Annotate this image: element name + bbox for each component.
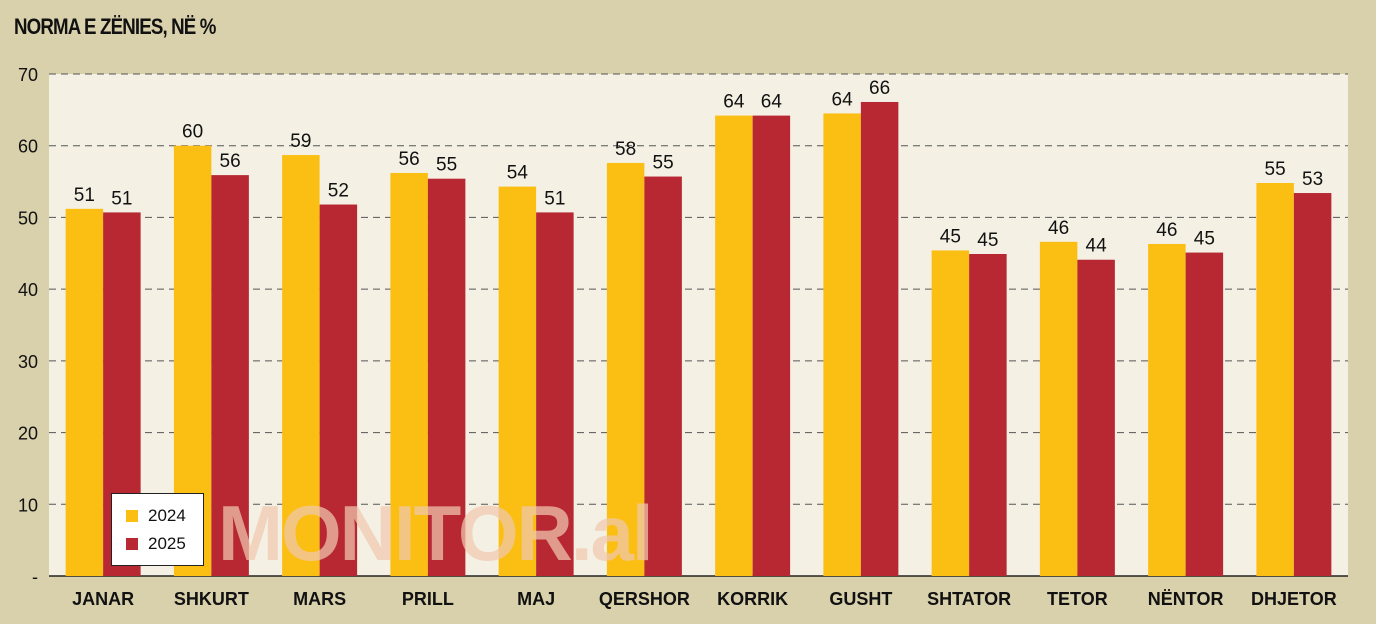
legend-swatch-2024 [126, 510, 138, 522]
y-tick-label: - [32, 567, 38, 587]
data-label-2025: 45 [1194, 229, 1215, 250]
bar-2025-5 [644, 176, 682, 576]
data-label-2025: 45 [977, 230, 998, 251]
data-label-2024: 64 [832, 89, 854, 110]
bar-2024-7 [823, 113, 861, 576]
legend-item-2025: 2025 [126, 530, 203, 558]
bar-2025-10 [1185, 252, 1224, 576]
data-label-2024: 64 [723, 92, 745, 113]
data-label-2025: 64 [761, 92, 783, 113]
bar-2024-10 [1148, 243, 1186, 576]
bar-2024-5 [606, 162, 645, 576]
x-tick-label: JANAR [72, 589, 134, 609]
legend-label-2024: 2024 [148, 506, 186, 525]
data-label-2025: 52 [328, 181, 349, 202]
data-label-2024: 54 [507, 163, 529, 184]
y-tick-label: 30 [18, 352, 38, 372]
bar-2025-1 [211, 175, 249, 577]
y-tick-label: 60 [18, 137, 38, 157]
y-tick-label: 20 [18, 424, 38, 444]
bar-2025-3 [427, 178, 466, 576]
y-tick-label: 50 [18, 208, 38, 228]
x-tick-label: QERSHOR [599, 589, 690, 609]
data-label-2025: 51 [111, 188, 132, 209]
data-label-2024: 45 [940, 226, 961, 247]
bar-2024-3 [390, 172, 428, 577]
y-tick-label: 40 [18, 280, 38, 300]
bar-2024-6 [715, 115, 753, 576]
data-label-2024: 60 [182, 122, 203, 143]
x-tick-label: MAJ [517, 589, 555, 609]
data-label-2024: 51 [74, 185, 95, 206]
data-label-2025: 51 [544, 188, 565, 209]
bar-2025-6 [752, 115, 791, 576]
legend-label-2025: 2025 [148, 534, 186, 553]
x-tick-label: SHKURT [174, 589, 249, 609]
bar-2024-4 [498, 186, 537, 576]
x-tick-label: GUSHT [829, 589, 892, 609]
x-tick-label: PRILL [402, 589, 454, 609]
data-label-2024: 46 [1156, 220, 1177, 241]
x-tick-label: NËNTOR [1148, 589, 1224, 609]
data-label-2024: 56 [399, 149, 420, 170]
legend-item-2024: 2024 [126, 502, 203, 530]
data-label-2025: 53 [1302, 169, 1323, 190]
bar-2024-11 [1256, 183, 1294, 576]
x-tick-label: KORRIK [717, 589, 788, 609]
bar-2024-0 [65, 208, 104, 576]
data-label-2025: 55 [436, 155, 457, 176]
data-label-2024: 59 [290, 131, 311, 152]
bar-2025-8 [969, 254, 1007, 576]
y-tick-label: 10 [18, 495, 38, 515]
y-tick-label: 70 [18, 65, 38, 85]
bar-2025-9 [1077, 259, 1115, 576]
bar-2025-2 [319, 204, 358, 576]
data-label-2024: 46 [1048, 218, 1069, 239]
bar-2025-4 [536, 212, 574, 576]
data-label-2025: 56 [220, 151, 241, 172]
bar-2025-11 [1293, 193, 1332, 576]
legend: 2024 2025 [111, 493, 204, 566]
data-label-2025: 55 [653, 153, 674, 174]
chart-title: NORMA E ZËNIES, NË % [14, 14, 216, 39]
plot-area [49, 74, 1348, 576]
data-label-2025: 66 [869, 78, 890, 99]
x-tick-label: MARS [293, 589, 346, 609]
bar-2024-2 [282, 155, 320, 576]
data-label-2025: 44 [1086, 236, 1108, 257]
data-label-2024: 58 [615, 139, 636, 160]
bar-2025-7 [860, 101, 899, 577]
legend-swatch-2025 [126, 538, 138, 550]
x-tick-label: TETOR [1047, 589, 1108, 609]
bar-2024-8 [931, 250, 970, 576]
bar-2024-9 [1039, 241, 1078, 576]
data-label-2024: 55 [1265, 159, 1286, 180]
x-tick-label: DHJETOR [1251, 589, 1337, 609]
x-tick-label: SHTATOR [927, 589, 1011, 609]
